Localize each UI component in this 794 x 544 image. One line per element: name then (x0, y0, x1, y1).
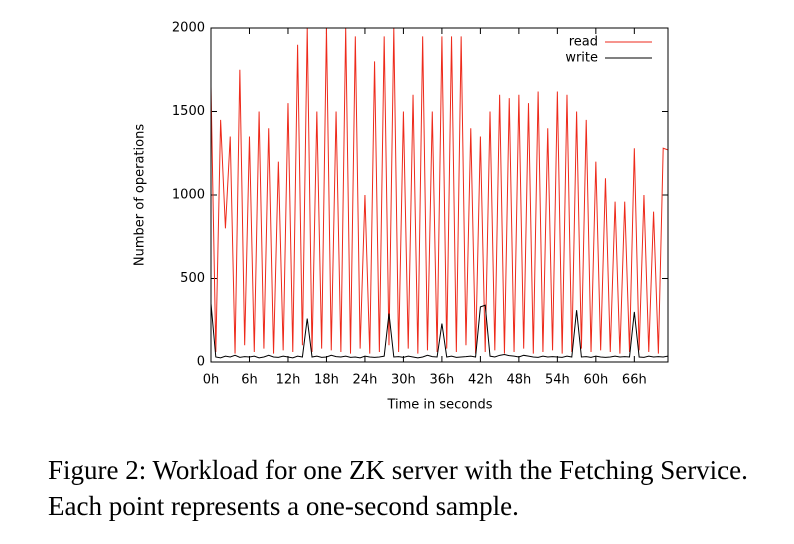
y-tick-label: 500 (180, 271, 205, 286)
legend-label: read (569, 35, 598, 50)
series-line (211, 303, 668, 359)
y-tick-label: 1500 (172, 104, 205, 119)
x-tick-label: 24h (353, 373, 378, 388)
x-tick-label: 12h (276, 373, 301, 388)
y-tick-label: 2000 (172, 21, 205, 36)
x-tick-label: 54h (545, 373, 570, 388)
x-tick-label: 18h (314, 373, 339, 388)
series-line (211, 28, 668, 354)
legend-label: write (565, 51, 598, 66)
x-tick-label: 0h (203, 373, 220, 388)
y-axis-label: Number of operations (133, 124, 148, 266)
x-tick-label: 48h (506, 373, 531, 388)
y-tick-label: 1000 (172, 188, 205, 203)
x-tick-label: 66h (622, 373, 647, 388)
x-tick-label: 42h (468, 373, 493, 388)
y-tick-label: 0 (197, 355, 205, 370)
x-tick-label: 36h (430, 373, 455, 388)
x-axis-label: Time in seconds (386, 398, 492, 413)
x-tick-label: 6h (241, 373, 258, 388)
x-tick-label: 30h (391, 373, 416, 388)
caption: Figure 2: Workload for one ZK server wit… (48, 455, 748, 521)
plot-frame (210, 27, 669, 363)
chart: Time in seconds Number of operations 0 50… (133, 21, 669, 413)
x-tick-label: 60h (583, 373, 608, 388)
